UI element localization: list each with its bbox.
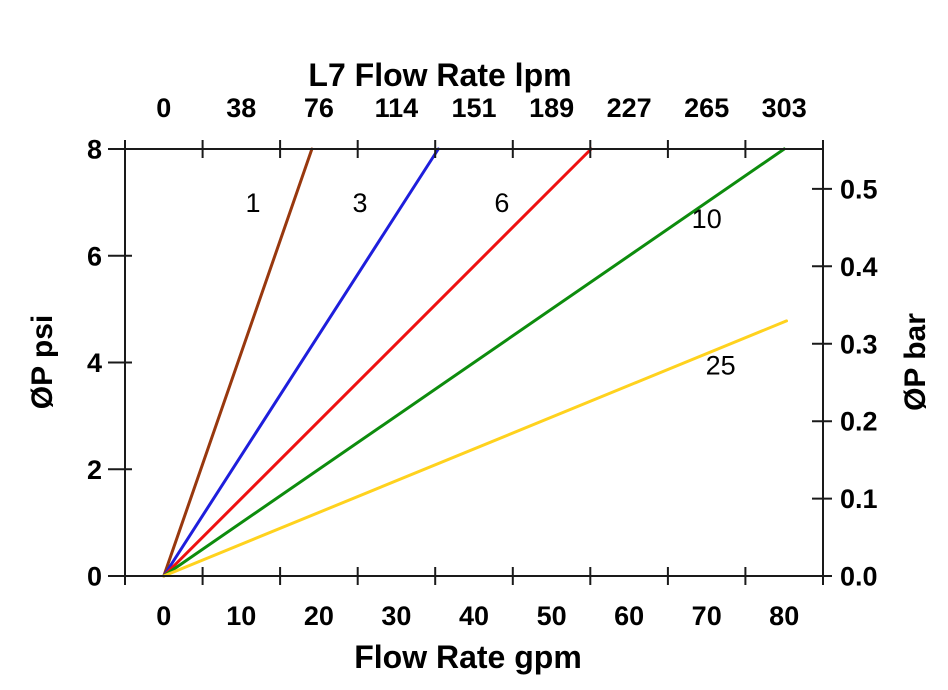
right-tick-label: 0.5: [840, 174, 878, 204]
bottom-tick-label: 0: [156, 601, 171, 631]
left-tick-label: 6: [87, 241, 102, 271]
series-line-25: [162, 319, 788, 578]
bottom-tick-label: 60: [614, 601, 644, 631]
left-tick-label: 2: [87, 455, 102, 485]
bottom-tick-label: 50: [537, 601, 567, 631]
top-tick-label: 0: [156, 93, 171, 123]
top-tick-label: 303: [762, 93, 807, 123]
top-tick-label: 38: [226, 93, 256, 123]
series-line-10: [162, 147, 786, 578]
top-axis-title: L7 Flow Rate lpm: [308, 57, 572, 93]
bottom-tick-label: 80: [769, 601, 799, 631]
left-tick-label: 0: [87, 562, 102, 592]
bottom-tick-label: 70: [692, 601, 722, 631]
right-tick-label: 0.4: [840, 252, 878, 282]
top-tick-label: 227: [607, 93, 652, 123]
series-line-6: [162, 147, 593, 578]
series-label-6: 6: [494, 188, 509, 218]
bottom-tick-label: 40: [459, 601, 489, 631]
top-tick-label: 76: [304, 93, 334, 123]
right-tick-label: 0.1: [840, 484, 878, 514]
series-label-3: 3: [352, 188, 367, 218]
left-tick-label: 4: [87, 348, 102, 378]
left-tick-label: 8: [87, 135, 102, 165]
right-tick-label: 0.2: [840, 407, 878, 437]
top-tick-label: 189: [529, 93, 574, 123]
bottom-tick-label: 30: [381, 601, 411, 631]
top-tick-label: 151: [451, 93, 496, 123]
series-label-25: 25: [706, 351, 736, 381]
series-label-1: 1: [245, 188, 260, 218]
series-line-3: [162, 147, 440, 578]
series-line-1: [162, 147, 314, 578]
top-tick-label: 114: [375, 93, 419, 123]
top-tick-label: 265: [684, 93, 729, 123]
series-label-10: 10: [692, 204, 722, 234]
bottom-tick-label: 10: [226, 601, 256, 631]
bottom-axis-title: Flow Rate gpm: [354, 639, 582, 675]
right-tick-label: 0.0: [840, 562, 878, 592]
right-tick-label: 0.3: [840, 329, 878, 359]
bottom-tick-label: 20: [304, 601, 334, 631]
